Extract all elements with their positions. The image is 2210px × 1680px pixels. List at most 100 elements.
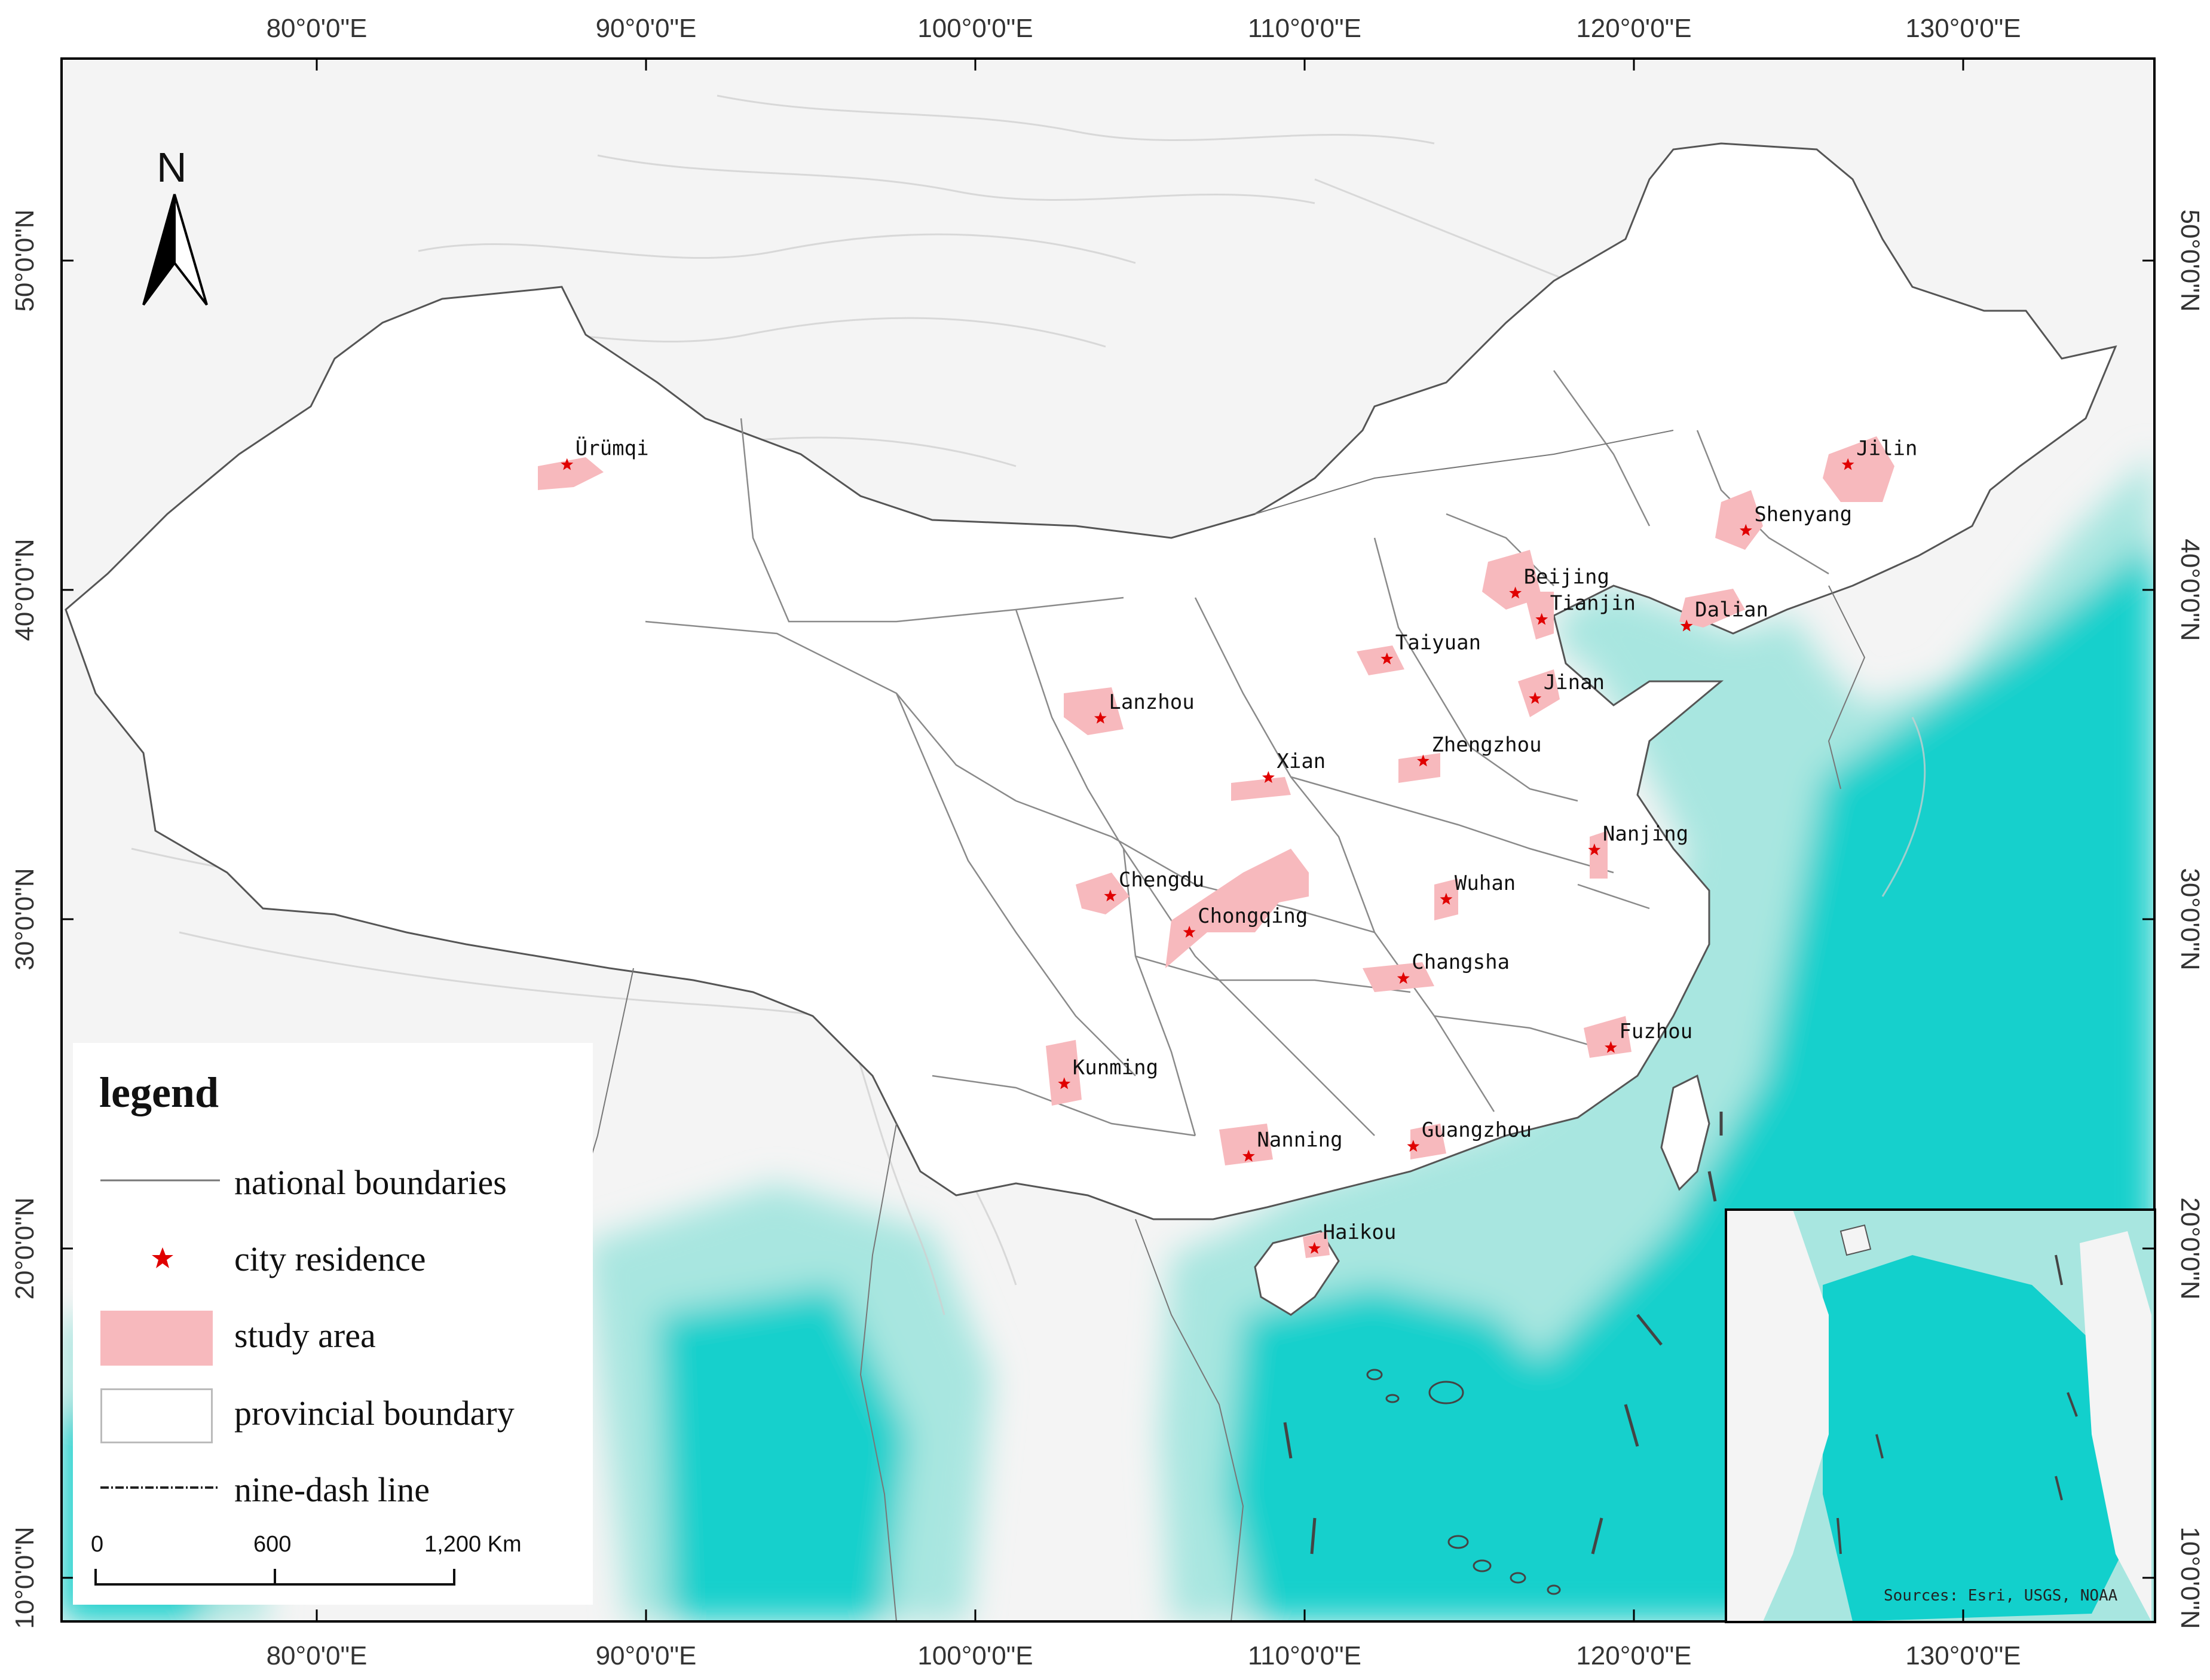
city-star-icon <box>1440 892 1453 905</box>
city-label: Nanning <box>1257 1128 1342 1152</box>
legend-item-national-boundaries: national boundaries <box>73 1150 593 1216</box>
lat-label-right: 20°0'0"N <box>2175 1197 2205 1299</box>
lat-label-left: 40°0'0"N <box>10 538 39 641</box>
city-label: Dalian <box>1695 598 1768 622</box>
legend: legend national boundaries city residenc… <box>73 1043 593 1605</box>
inset-land-east <box>2080 1231 2151 1621</box>
city-label: Changsha <box>1412 950 1510 974</box>
scale-bar <box>94 1569 455 1586</box>
lon-label-bottom: 130°0'0"E <box>1905 1641 2021 1670</box>
city-label: Guangzhou <box>1422 1118 1532 1142</box>
lon-label-bottom: 120°0'0"E <box>1576 1641 1691 1670</box>
city-star-icon <box>1535 613 1548 625</box>
city-label: Jinan <box>1544 671 1605 694</box>
city-star-icon <box>1242 1149 1255 1162</box>
lon-label-top: 100°0'0"E <box>917 14 1033 43</box>
city-layer: Ürümqi Jilin Shenyang Beijing Tianjin Dalian T… <box>561 436 1918 1254</box>
lat-label-left: 20°0'0"N <box>10 1197 39 1299</box>
lat-label-left: 50°0'0"N <box>10 209 39 311</box>
city-star-icon <box>1841 458 1854 470</box>
lon-label-top: 120°0'0"E <box>1576 14 1691 43</box>
scale-label-0: 0 <box>91 1532 104 1557</box>
city-label: Haikou <box>1323 1220 1397 1244</box>
city-star-icon <box>1183 926 1196 938</box>
inset-deep-sea <box>1823 1255 2151 1621</box>
national-boundaries <box>561 430 1866 1621</box>
city-star-icon <box>1529 691 1542 704</box>
lat-labels-right: 50°0'0"N 40°0'0"N 30°0'0"N 20°0'0"N 10°0'0"N <box>2142 209 2205 1629</box>
scale-label-1200: 1,200 Km <box>424 1532 522 1557</box>
lon-label-top: 80°0'0"E <box>267 14 368 43</box>
city-label: Shenyang <box>1754 503 1852 527</box>
legend-item-city-residence: city residence <box>73 1227 593 1293</box>
city-star-icon <box>1588 843 1601 856</box>
dash-line-symbol <box>100 1486 220 1489</box>
inset-land-west <box>1726 1210 1829 1621</box>
city-label: Lanzhou <box>1109 690 1194 714</box>
north-letter: N <box>157 144 187 191</box>
scale-label-600: 600 <box>253 1532 292 1557</box>
city-star-icon <box>1416 754 1430 767</box>
city-label: Taiyuan <box>1395 631 1481 655</box>
city-star-icon <box>1509 586 1522 599</box>
city-label: Chengdu <box>1119 868 1204 892</box>
city-star-icon <box>1739 524 1752 536</box>
lat-labels-left: 50°0'0"N 40°0'0"N 30°0'0"N 20°0'0"N 10°0'0"N <box>10 209 74 1629</box>
city-label: Fuzhou <box>1619 1020 1692 1044</box>
lon-labels-bottom: 80°0'0"E 90°0'0"E 100°0'0"E 110°0'0"E 120°0'… <box>267 1609 2021 1670</box>
lon-labels-top: 80°0'0"E 90°0'0"E 100°0'0"E 110°0'0"E 120°0'… <box>267 14 2021 71</box>
legend-label: city residence <box>234 1240 426 1278</box>
lat-label-right: 40°0'0"N <box>2175 538 2205 641</box>
legend-label: provincial boundary <box>234 1394 515 1433</box>
north-arrow-icon <box>142 194 208 306</box>
city-star-icon <box>1680 619 1693 632</box>
legend-item-study-area: study area <box>73 1303 593 1369</box>
lon-label-top: 90°0'0"E <box>596 14 697 43</box>
city-star-icon <box>1397 972 1410 984</box>
city-star-icon <box>1605 1041 1617 1053</box>
legend-item-nine-dash-line: nine-dash line <box>73 1458 593 1523</box>
city-label: Kunming <box>1073 1056 1158 1080</box>
lat-label-right: 30°0'0"N <box>2175 868 2205 970</box>
lat-label-right: 50°0'0"N <box>2175 209 2205 311</box>
bay-of-bengal-deep <box>657 1285 908 1621</box>
city-label: Zhengzhou <box>1431 733 1541 757</box>
taiwan-island <box>1660 1074 1710 1191</box>
china-mainland <box>65 142 2117 1220</box>
lon-label-top: 110°0'0"E <box>1248 14 1361 43</box>
inset-map <box>1725 1208 2156 1623</box>
legend-line-symbol <box>100 1179 220 1182</box>
city-star-icon <box>1094 711 1107 724</box>
inset-nine-dash <box>1836 1254 2078 1554</box>
city-label: Jilin <box>1856 437 1917 461</box>
map-frame <box>60 57 2156 1623</box>
white-box-swatch <box>100 1388 213 1443</box>
legend-label: nine-dash line <box>234 1470 430 1509</box>
city-label: Xian <box>1277 749 1326 773</box>
lat-label-left: 30°0'0"N <box>10 868 39 970</box>
city-star-icon <box>1381 652 1394 665</box>
lon-label-bottom: 110°0'0"E <box>1248 1641 1361 1670</box>
city-star-icon <box>1262 771 1275 783</box>
inset-frame <box>1725 1208 2156 1623</box>
lon-label-bottom: 80°0'0"E <box>267 1641 368 1670</box>
city-label: Wuhan <box>1455 871 1516 895</box>
lat-label-left: 10°0'0"N <box>10 1526 39 1629</box>
lon-label-top: 130°0'0"E <box>1905 14 2021 43</box>
legend-label: study area <box>234 1316 376 1355</box>
lat-label-right: 10°0'0"N <box>2175 1526 2205 1629</box>
city-label: Chongqing <box>1198 904 1308 928</box>
city-star-icon <box>1308 1242 1321 1254</box>
pink-fill-swatch <box>100 1311 213 1366</box>
city-label: Ürümqi <box>576 436 649 461</box>
nine-dash-line <box>1283 1112 1723 1554</box>
city-star-icon <box>1058 1077 1071 1090</box>
reef-islands <box>1366 1369 1561 1595</box>
lon-label-bottom: 100°0'0"E <box>917 1641 1033 1670</box>
city-star-icon <box>1407 1140 1420 1152</box>
lon-label-bottom: 90°0'0"E <box>596 1641 697 1670</box>
study-areas <box>538 436 1894 1258</box>
inset-hainan <box>1839 1224 1872 1256</box>
legend-item-provincial-boundary: provincial boundary <box>73 1381 593 1447</box>
